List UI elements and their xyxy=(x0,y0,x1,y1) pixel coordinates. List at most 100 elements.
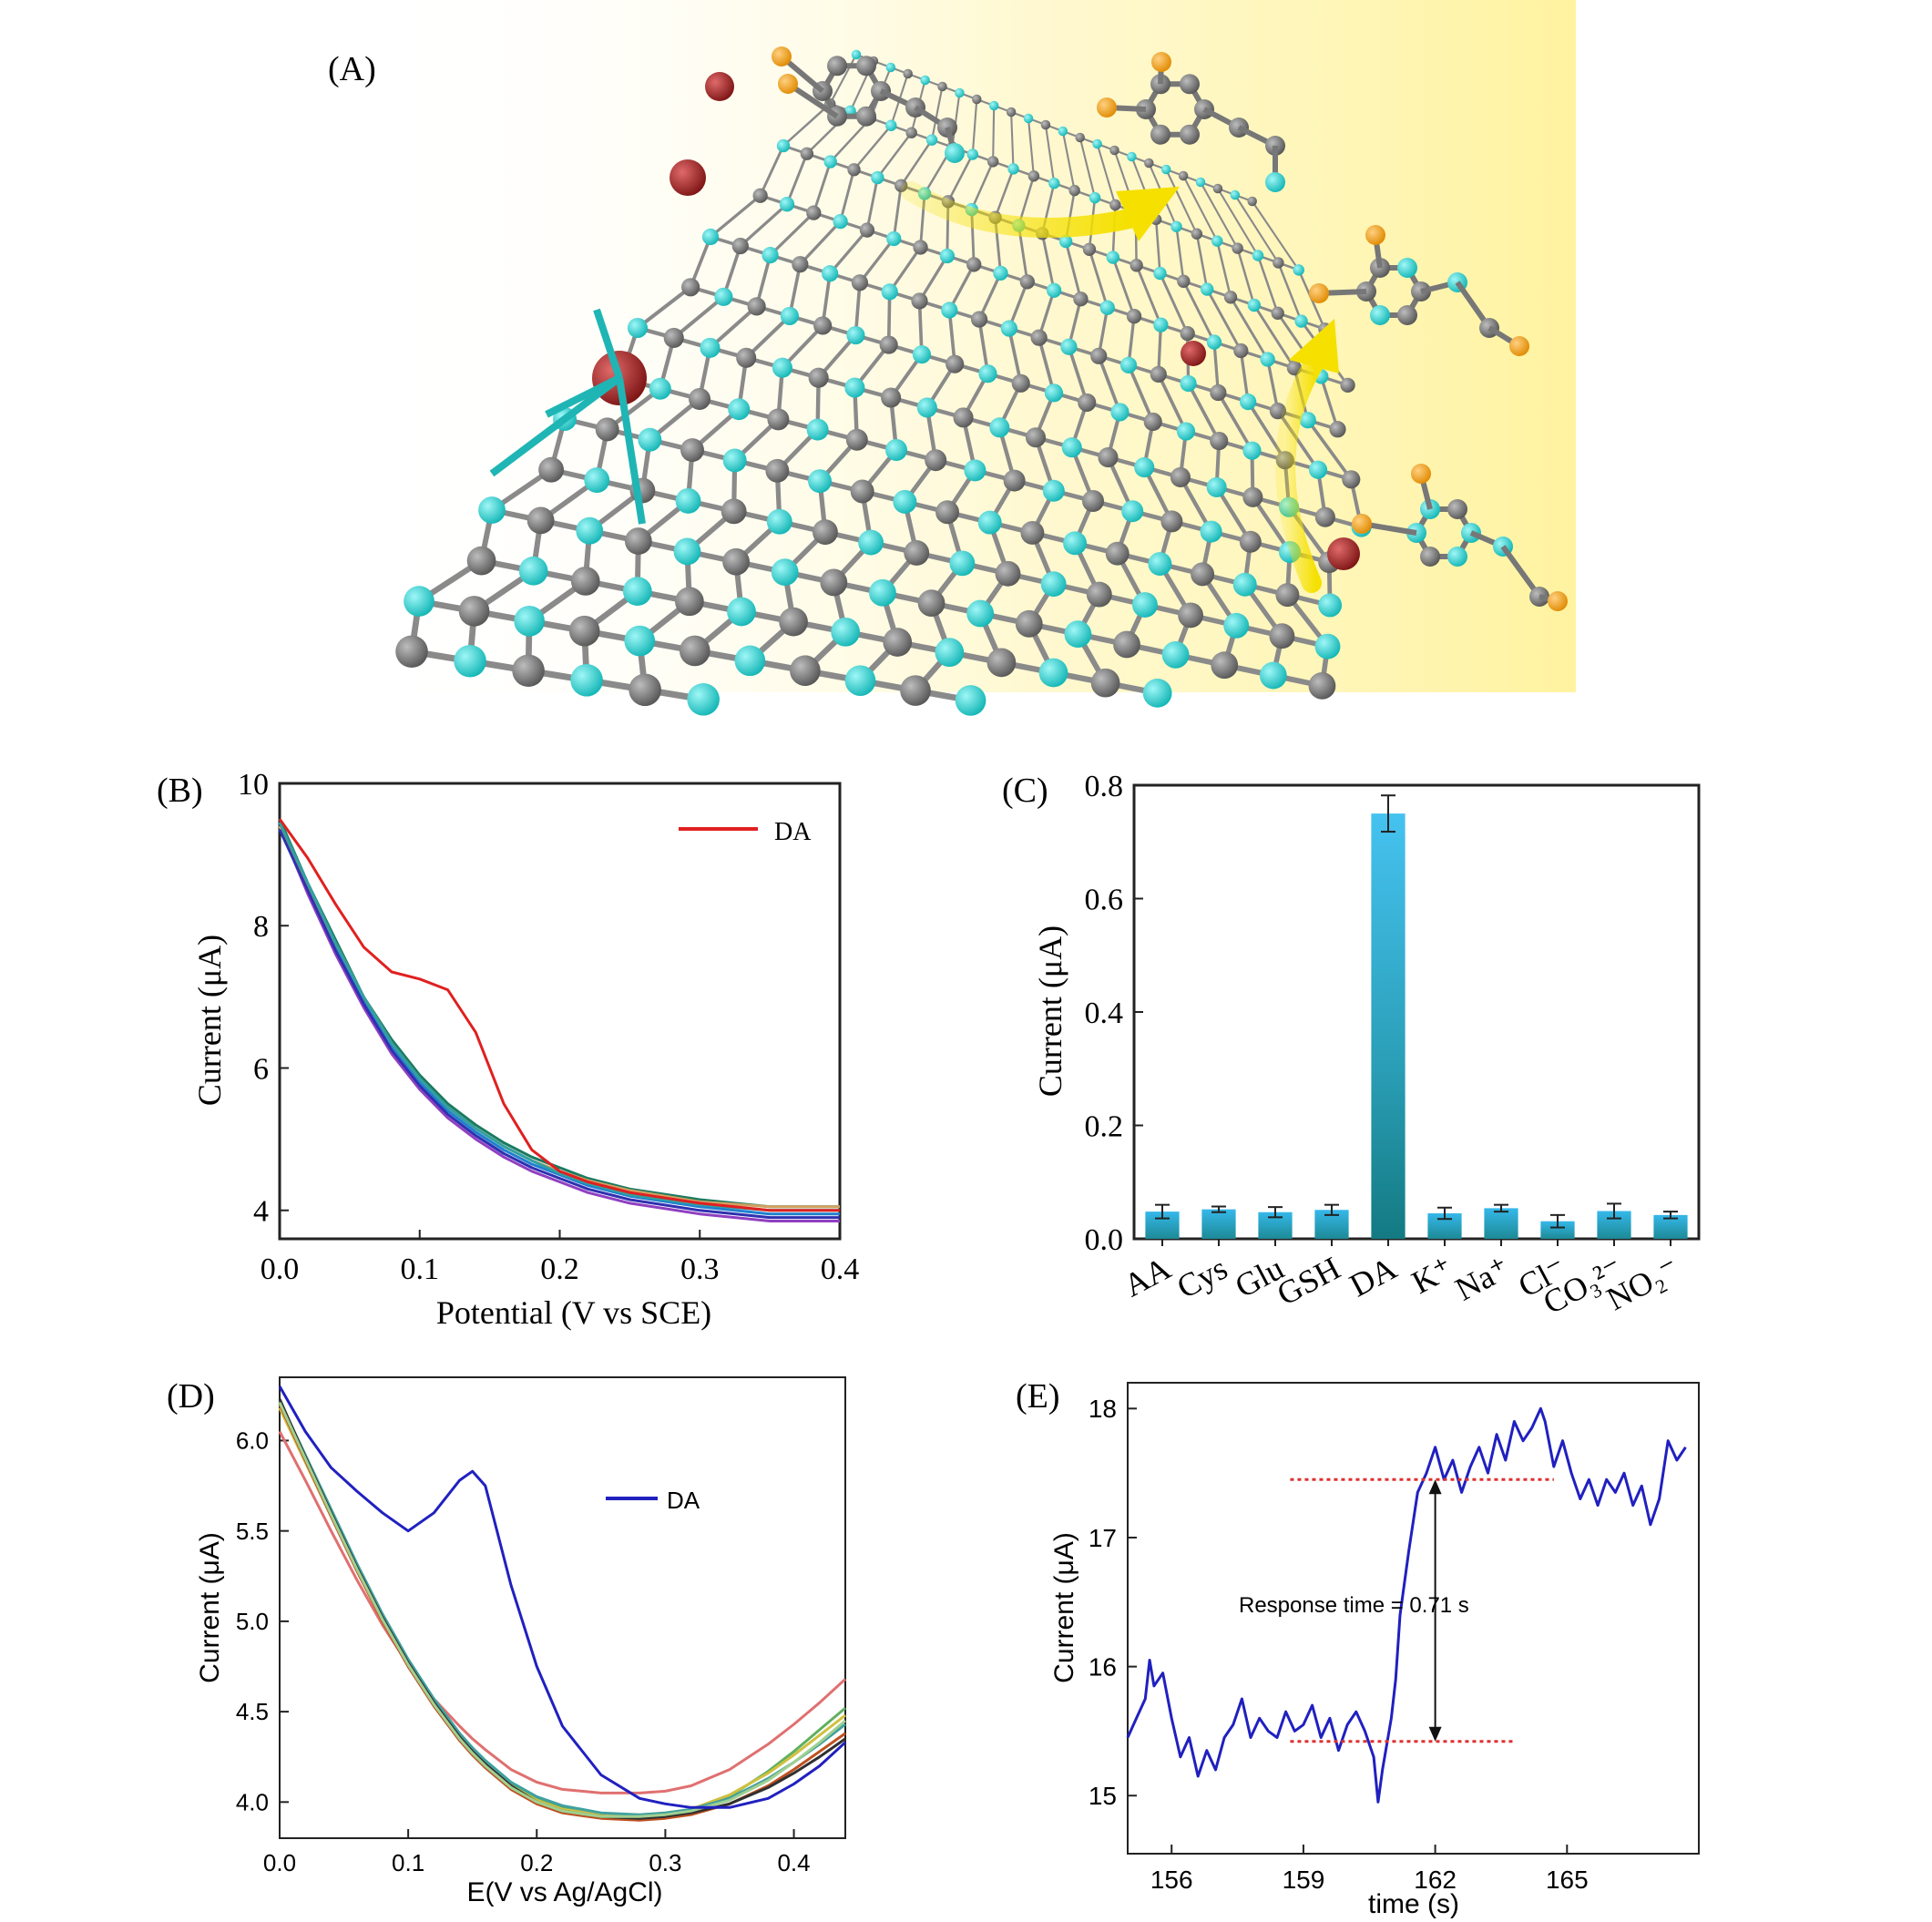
bond xyxy=(1088,249,1109,309)
panel-b-label: (B) xyxy=(157,772,203,810)
y-tick-label: 0.8 xyxy=(1085,770,1124,803)
carbon-atom xyxy=(1170,466,1191,487)
carbon-atom xyxy=(779,607,808,637)
x-tick-label: 0.0 xyxy=(263,1849,296,1876)
nitrogen-atom xyxy=(780,306,799,325)
coordination-bond xyxy=(545,374,621,418)
arrow-up-icon xyxy=(1428,1479,1442,1495)
nitrogen-atom xyxy=(584,467,610,494)
x-tick-label: 0.1 xyxy=(401,1252,440,1286)
nitrogen-atom xyxy=(1058,126,1068,137)
nitrogen-atom xyxy=(722,448,747,473)
nitrogen-atom xyxy=(988,100,999,111)
carbon-atom xyxy=(731,237,749,255)
series-line xyxy=(278,825,840,1209)
bond xyxy=(947,263,976,312)
nitrogen-atom xyxy=(977,510,1002,535)
nitrogen-atom xyxy=(1223,612,1250,639)
x-tick-label: 162 xyxy=(1414,1866,1457,1894)
carbon-atom xyxy=(986,648,1017,678)
series-line xyxy=(278,822,840,1212)
panel-d-xlabel: E(V vs Ag/AgCl) xyxy=(466,1877,662,1907)
nitrogen-atom xyxy=(871,170,884,185)
nitrogen-atom xyxy=(1089,191,1101,204)
bond xyxy=(1195,233,1209,290)
nitrogen-atom xyxy=(885,119,897,131)
reaction-arrow-upper-icon xyxy=(901,181,1140,238)
nitrogen-atom xyxy=(822,265,839,282)
carbon-atom xyxy=(1247,196,1257,207)
nitrogen-atom xyxy=(1206,334,1222,350)
bond xyxy=(1175,226,1185,281)
panel-e-plot: 15 16 17 18 156 159 162 165 xyxy=(1089,1382,1700,1894)
nitrogen-atom xyxy=(776,138,791,153)
molecule-atom xyxy=(1370,304,1390,325)
nitrogen-atom xyxy=(966,599,995,628)
bond xyxy=(709,194,762,239)
nitrogen-atom xyxy=(675,488,701,514)
nitrogen-atom xyxy=(978,364,997,383)
bond xyxy=(636,285,692,330)
carbon-atom xyxy=(820,568,848,597)
nitrogen-atom xyxy=(881,283,898,301)
carbon-atom xyxy=(1003,469,1026,492)
nitrogen-atom xyxy=(772,357,792,378)
nitrogen-atom xyxy=(687,682,720,716)
bond xyxy=(1216,392,1254,452)
bar-6 xyxy=(1484,1208,1518,1239)
carbon-atom xyxy=(1126,309,1142,324)
conversion-arrows xyxy=(901,181,1339,593)
nitrogen-atom xyxy=(846,325,865,345)
carbon-atom xyxy=(395,635,428,669)
molecule-atom xyxy=(1151,52,1171,72)
series-line-da xyxy=(278,1385,847,1809)
y-tick-label: 10 xyxy=(238,768,269,802)
carbon-atom xyxy=(1143,412,1162,432)
carbon-atom xyxy=(986,156,999,168)
bond xyxy=(1027,118,1035,177)
nitrogen-atom xyxy=(1060,338,1078,355)
molecule-atom xyxy=(1420,546,1440,567)
carbon-atom xyxy=(1211,651,1239,680)
y-tick-label: 5.5 xyxy=(236,1518,269,1545)
nitrogen-atom xyxy=(916,397,937,418)
panel-d-legend-label: DA xyxy=(667,1487,700,1514)
y-tick-label: 0.4 xyxy=(1085,997,1124,1030)
nitrogen-atom xyxy=(576,516,604,545)
carbon-atom xyxy=(859,222,875,238)
carbon-atom xyxy=(1178,170,1189,181)
molecule-atom xyxy=(1097,97,1117,118)
nitrogen-atom xyxy=(893,489,917,514)
nitrogen-atom xyxy=(1064,620,1092,649)
carbon-atom xyxy=(721,498,747,525)
series-line xyxy=(278,1400,846,1816)
bond xyxy=(1251,496,1292,554)
carbon-atom xyxy=(1232,242,1243,254)
carbon-atom xyxy=(679,635,710,667)
panel-a-illustration: (A) xyxy=(328,0,1576,716)
carbon-atom xyxy=(680,438,704,463)
series-line xyxy=(278,1402,846,1818)
carbon-atom xyxy=(1269,623,1295,649)
carbon-atom xyxy=(1015,609,1043,638)
series-line xyxy=(278,822,840,1216)
nitrogen-atom xyxy=(727,597,756,627)
nitrogen-atom xyxy=(823,155,837,169)
molecule-atom xyxy=(1397,258,1417,279)
carbon-atom xyxy=(925,449,947,472)
carbon-atom xyxy=(1180,325,1195,342)
nitrogen-atom xyxy=(478,496,506,524)
x-tick-label: 0.3 xyxy=(649,1849,681,1876)
panel-c-label: (C) xyxy=(1002,772,1048,810)
panel-e-annotation: Response time = 0.71 s xyxy=(1239,1593,1469,1618)
y-tick-label: 8 xyxy=(253,910,269,944)
carbon-atom xyxy=(904,540,930,566)
carbon-atom xyxy=(1160,510,1183,533)
carbon-atom xyxy=(1027,170,1040,182)
bond xyxy=(1251,200,1300,271)
nitrogen-atom xyxy=(920,75,930,86)
carbon-atom xyxy=(917,589,946,618)
carbon-atom xyxy=(1040,119,1051,130)
panel-e-label: (E) xyxy=(1016,1377,1060,1416)
carbon-atom xyxy=(808,367,829,388)
